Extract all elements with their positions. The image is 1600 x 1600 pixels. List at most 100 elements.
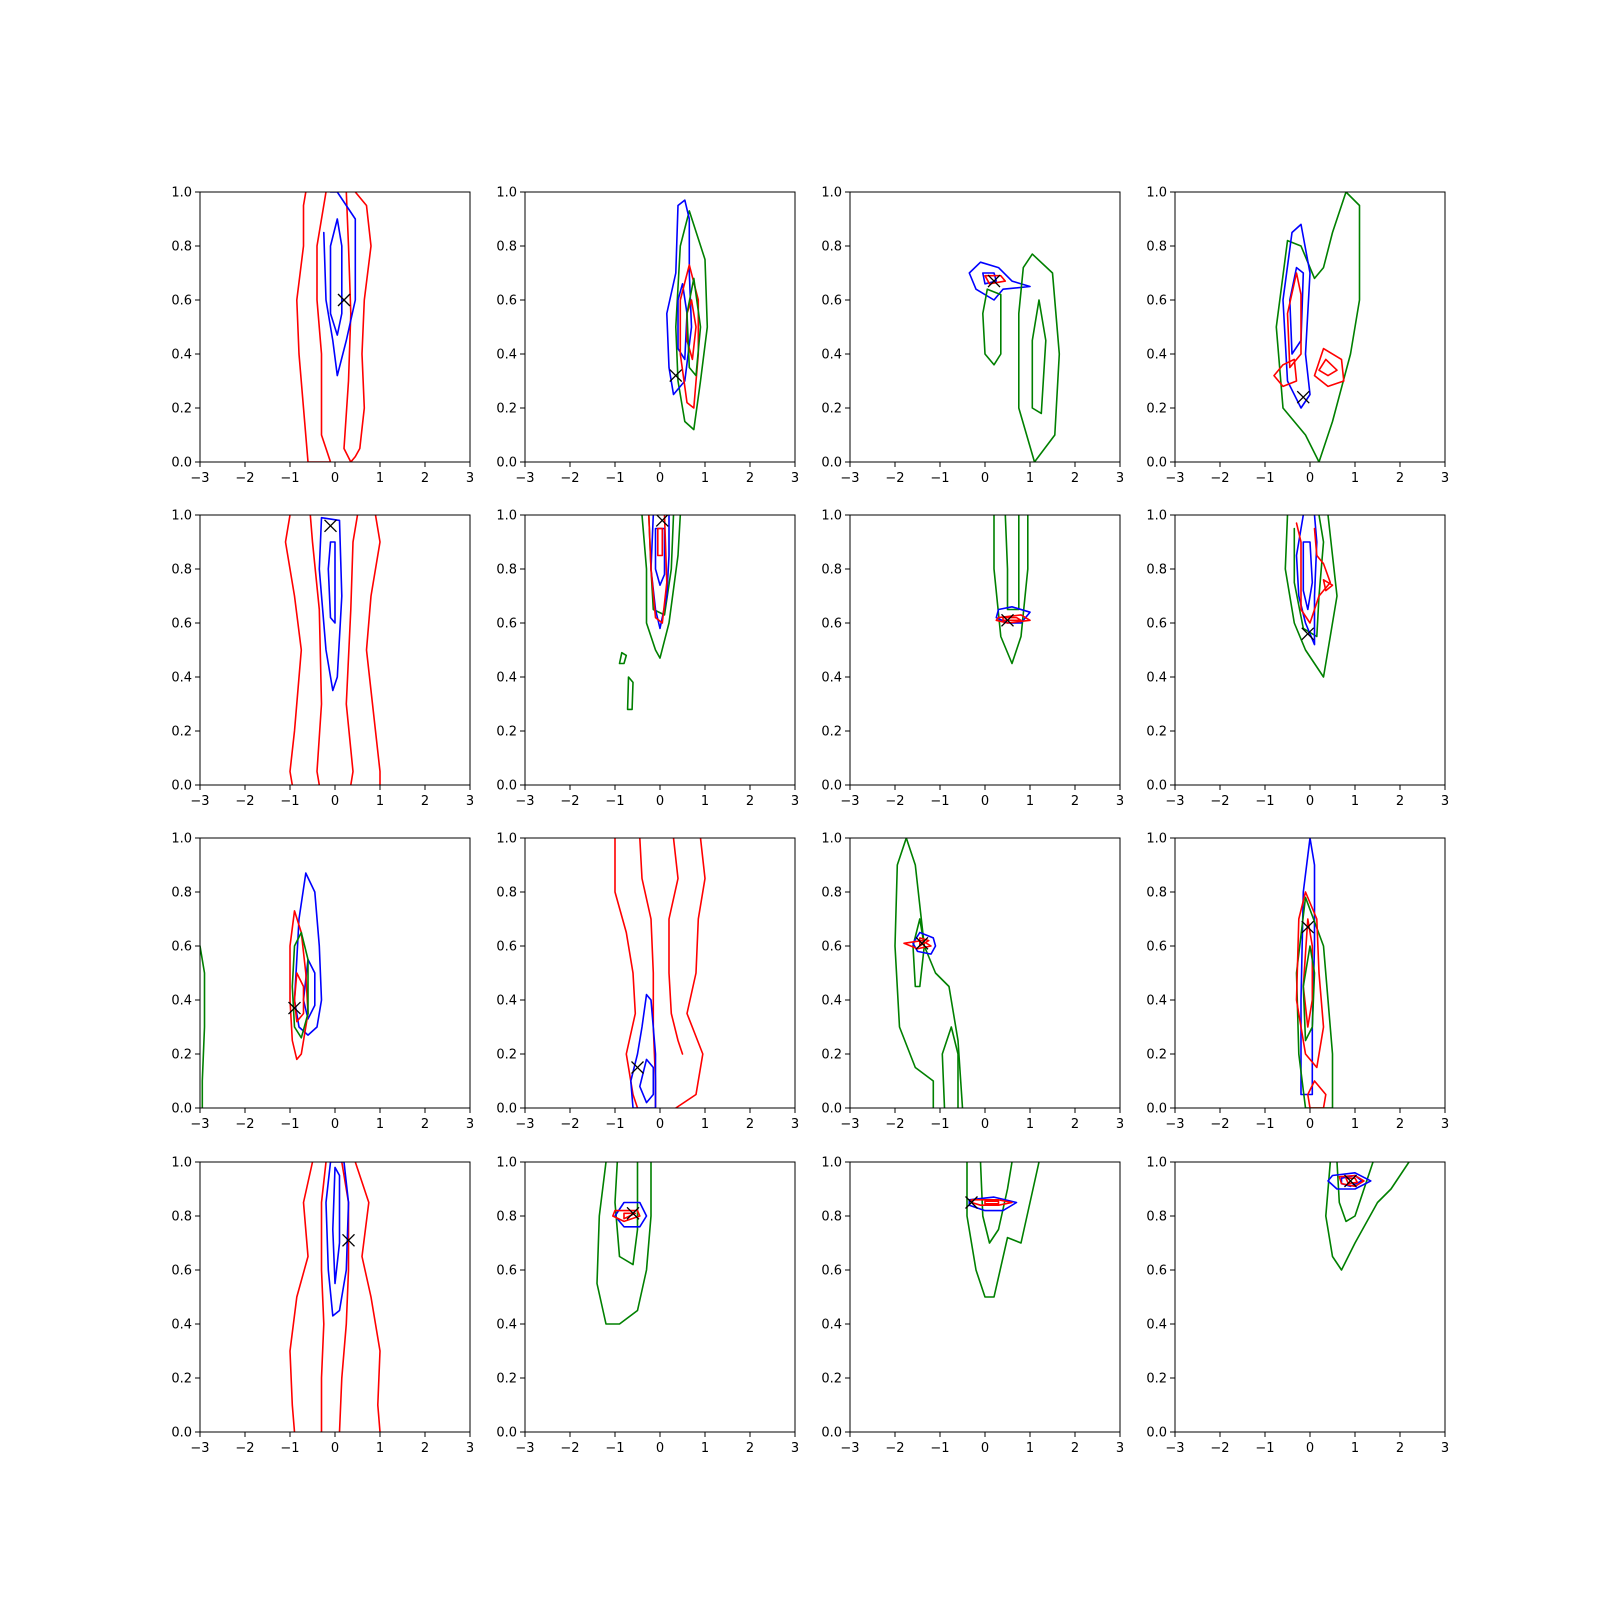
contour-blue — [629, 993, 657, 1108]
y-tick-label: 0.0 — [821, 1102, 842, 1117]
x-marker-stroke — [987, 274, 1001, 288]
y-tick-label: 0.4 — [821, 348, 842, 363]
axes-frame — [524, 191, 796, 463]
contour-red — [309, 515, 323, 785]
x-tick-label: 1 — [701, 1441, 709, 1456]
contour-red — [984, 1200, 1000, 1205]
x-tick-label: −3 — [190, 471, 209, 486]
x-tick-label: 1 — [1351, 794, 1359, 809]
plot-area — [284, 515, 381, 785]
x-tick-label: 0 — [331, 471, 339, 486]
y-tick-label: 0.2 — [496, 1372, 517, 1387]
y-tick-label: 0.4 — [821, 671, 842, 686]
x-tick-label: 3 — [791, 1117, 799, 1132]
x-tick-label: 2 — [1396, 471, 1404, 486]
x-tick-label: −1 — [280, 1117, 299, 1132]
contour-red — [289, 910, 309, 1061]
y-tick-label: 0.4 — [171, 1318, 192, 1333]
y-tick-label: 0.4 — [821, 1318, 842, 1333]
x-tick-label: 0 — [1306, 1117, 1314, 1132]
contour-green — [1302, 945, 1316, 1042]
x-tick-label: 1 — [701, 471, 709, 486]
panel-10: −3 −2 −1 0 1 2 3 0.0 0.2 0.4 0.6 0.8 1.0 — [496, 832, 799, 1133]
x-tick-label: 2 — [746, 1441, 754, 1456]
x-tick-label: −1 — [605, 1441, 624, 1456]
x-tick-label: 1 — [376, 794, 384, 809]
contour-green — [674, 210, 709, 431]
x-marker-stroke — [669, 369, 683, 383]
y-tick-label: 1.0 — [171, 186, 192, 201]
x-tick-label: −3 — [840, 794, 859, 809]
x-marker-stroke — [626, 1206, 640, 1220]
contour-blue — [293, 872, 323, 1036]
x-tick-label: 3 — [791, 1441, 799, 1456]
x-tick-label: −3 — [190, 1441, 209, 1456]
x-tick-label: 0 — [331, 794, 339, 809]
x-tick-label: −1 — [1255, 1117, 1274, 1132]
x-tick-label: −1 — [605, 794, 624, 809]
contour-green — [1293, 515, 1325, 638]
y-tick-label: 0.8 — [171, 240, 192, 255]
contour-green — [1336, 1162, 1374, 1223]
y-tick-label: 0.0 — [1146, 1102, 1167, 1117]
y-tick-label: 0.2 — [1146, 1372, 1167, 1387]
y-tick-label: 0.0 — [171, 1426, 192, 1441]
x-tick-label: −2 — [235, 794, 254, 809]
x-tick-label: 3 — [1441, 794, 1449, 809]
y-tick-label: 0.6 — [821, 940, 842, 955]
plot-area — [993, 515, 1031, 665]
contour-blue — [1327, 1172, 1372, 1190]
x-tick-label: 3 — [1441, 1441, 1449, 1456]
contour-red — [674, 838, 706, 1108]
x-tick-label: 0 — [1306, 1441, 1314, 1456]
contour-green — [1325, 1162, 1410, 1271]
y-tick-label: 1.0 — [821, 1156, 842, 1171]
panel-4: −3 −2 −1 0 1 2 3 0.0 0.2 0.4 0.6 0.8 1.0 — [1146, 186, 1449, 487]
contour-green — [1284, 515, 1338, 678]
panel-11: −3 −2 −1 0 1 2 3 0.0 0.2 0.4 0.6 0.8 1.0 — [821, 832, 1124, 1133]
panel-3: −3 −2 −1 0 1 2 3 0.0 0.2 0.4 0.6 0.8 1.0 — [821, 186, 1124, 487]
contour-green — [981, 288, 1002, 366]
x-tick-label: −2 — [885, 1441, 904, 1456]
y-tick-label: 0.2 — [1146, 402, 1167, 417]
y-tick-label: 0.8 — [171, 563, 192, 578]
contour-blue — [912, 931, 937, 955]
contour-green — [618, 651, 628, 665]
plot-area — [1325, 1162, 1410, 1271]
x-marker-stroke — [915, 936, 929, 950]
contour-blue — [318, 516, 343, 692]
y-tick-label: 0.0 — [171, 779, 192, 794]
x-tick-label: 2 — [1071, 1441, 1079, 1456]
x-tick-label: 1 — [1026, 794, 1034, 809]
x-tick-label: 0 — [1306, 794, 1314, 809]
contour-green — [1004, 515, 1020, 611]
contour-red — [345, 515, 359, 785]
x-marker-stroke — [1296, 390, 1310, 404]
x-tick-label: −3 — [1165, 1441, 1184, 1456]
x-tick-label: −2 — [235, 1117, 254, 1132]
y-tick-label: 0.4 — [1146, 348, 1167, 363]
y-tick-label: 1.0 — [171, 509, 192, 524]
y-tick-label: 0.2 — [496, 402, 517, 417]
contour-blue — [325, 1162, 350, 1317]
y-tick-label: 0.6 — [171, 1264, 192, 1279]
y-tick-label: 0.6 — [1146, 617, 1167, 632]
x-tick-label: −1 — [605, 1117, 624, 1132]
y-tick-label: 0.8 — [171, 1210, 192, 1225]
x-tick-label: −2 — [560, 1117, 579, 1132]
x-tick-label: 2 — [1071, 1117, 1079, 1132]
contour-green — [894, 838, 935, 1108]
x-tick-label: −2 — [235, 1441, 254, 1456]
x-tick-label: −3 — [515, 794, 534, 809]
y-tick-label: 1.0 — [1146, 832, 1167, 847]
contour-red — [1295, 522, 1332, 624]
contour-red — [1302, 918, 1314, 1028]
y-tick-label: 0.6 — [821, 617, 842, 632]
contour-blue — [331, 1166, 341, 1285]
x-tick-label: 1 — [1026, 471, 1034, 486]
panel-15: −3 −2 −1 0 1 2 3 0.0 0.2 0.4 0.6 0.8 1.0 — [821, 1156, 1124, 1457]
y-tick-label: 1.0 — [171, 832, 192, 847]
contour-red — [984, 274, 1007, 285]
y-tick-label: 0.4 — [496, 671, 517, 686]
axes-frame — [524, 837, 796, 1109]
